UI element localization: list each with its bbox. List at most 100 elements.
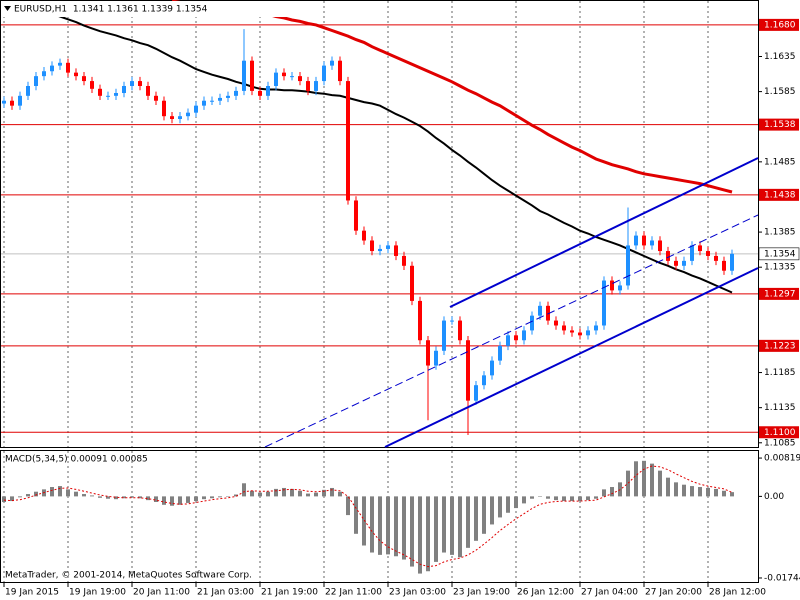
level-label-bg (759, 188, 799, 201)
candle-body (354, 200, 358, 231)
candle-body (714, 255, 718, 261)
macd-bar (658, 470, 662, 497)
macd-bar (242, 483, 246, 497)
level-label: 1.1680 (764, 20, 796, 30)
macd-bar (546, 496, 550, 499)
candle-body (650, 240, 654, 246)
candle-body (58, 62, 62, 66)
candle-body (378, 248, 382, 252)
macd-bar (202, 496, 206, 500)
macd-bar (170, 496, 174, 506)
macd-bar (18, 496, 22, 498)
y-tick-label: -0.01744 (764, 573, 800, 583)
candle-body (642, 235, 646, 246)
x-tick-label: 27 Jan 04:00 (581, 588, 638, 598)
level-label: 1.1100 (764, 428, 796, 438)
candle-body (50, 65, 54, 72)
macd-bar (586, 496, 590, 501)
macd-bar (306, 493, 310, 497)
candle-body (578, 332, 582, 336)
macd-bar (130, 496, 134, 498)
menu-arrow[interactable] (4, 6, 11, 11)
candle-body (330, 60, 334, 66)
macd-bar (282, 487, 286, 497)
level-label: 1.1297 (764, 289, 796, 299)
macd-bar (594, 496, 598, 499)
macd-bar (114, 496, 118, 500)
x-tick-label: 27 Jan 20:00 (645, 588, 702, 598)
header-bg (1, 1, 301, 17)
macd-bar (138, 496, 142, 499)
macd-bar (146, 496, 150, 501)
macd-bar (162, 496, 166, 505)
candle-body (418, 300, 422, 341)
candle-body (570, 330, 574, 333)
y-tick-label: 1.1085 (764, 438, 796, 448)
macd-bar (578, 496, 582, 502)
macd-bar (722, 490, 726, 497)
macd-bar (458, 496, 462, 558)
candle-body (706, 251, 710, 256)
candle-body (194, 105, 198, 113)
candle-body (26, 85, 30, 96)
candle-body (202, 100, 206, 106)
y-tick-label: 0.00819 (764, 454, 800, 464)
candle-body (386, 245, 390, 249)
candle-body (530, 315, 534, 331)
macd-bar (266, 491, 270, 497)
candle-body (658, 240, 662, 252)
candle-body (42, 71, 46, 77)
macd-bar (570, 496, 574, 502)
macd-bar (666, 477, 670, 497)
candle-body (106, 95, 110, 97)
macd-bar (194, 496, 198, 502)
macd-bar (34, 491, 38, 497)
macd-bar (690, 486, 694, 497)
macd-bar (178, 496, 182, 505)
candle-body (10, 100, 14, 106)
candle-body (146, 85, 150, 96)
macd-bar (362, 496, 366, 546)
macd-bar (442, 496, 446, 553)
macd-bar (186, 496, 190, 503)
candle-body (122, 85, 126, 94)
macd-bar (426, 496, 430, 572)
macd-bar (250, 490, 254, 497)
macd-bar (290, 488, 294, 497)
macd-bar (298, 490, 302, 497)
macd-bar (610, 487, 614, 497)
candle-body (274, 72, 278, 86)
candle-body (130, 81, 134, 86)
macd-bar (482, 496, 486, 534)
candle-body (594, 325, 598, 331)
macd-bar (514, 496, 518, 509)
x-tick-label: 23 Jan 19:00 (453, 588, 510, 598)
macd-bar (338, 491, 342, 497)
macd-bar (682, 484, 686, 497)
x-tick-label: 19 Jan 2015 (5, 588, 59, 598)
candle-body (322, 65, 326, 82)
macd-title: MACD(5,34,5) 0.00091 0.00085 (5, 455, 148, 465)
candle-body (154, 95, 158, 101)
macd-bar (90, 495, 94, 497)
y-tick-label: 1.1135 (764, 403, 796, 413)
level-label: 1.1223 (764, 341, 796, 351)
macd-bar (82, 494, 86, 497)
candle-body (482, 375, 486, 386)
macd-bar (450, 496, 454, 555)
last-price-bg (758, 247, 800, 261)
candle-body (410, 265, 414, 301)
candle-body (362, 230, 366, 241)
macd-bar (154, 496, 158, 502)
candle-body (586, 330, 590, 336)
candle-body (498, 345, 502, 361)
candle-body (674, 260, 678, 266)
macd-bar (474, 496, 478, 541)
macd-bar (10, 496, 14, 502)
candle-body (346, 81, 350, 201)
y-tick-label: 1.1185 (764, 368, 796, 378)
candle-body (514, 335, 518, 341)
candle-body (338, 60, 342, 82)
macd-bar (218, 496, 222, 498)
